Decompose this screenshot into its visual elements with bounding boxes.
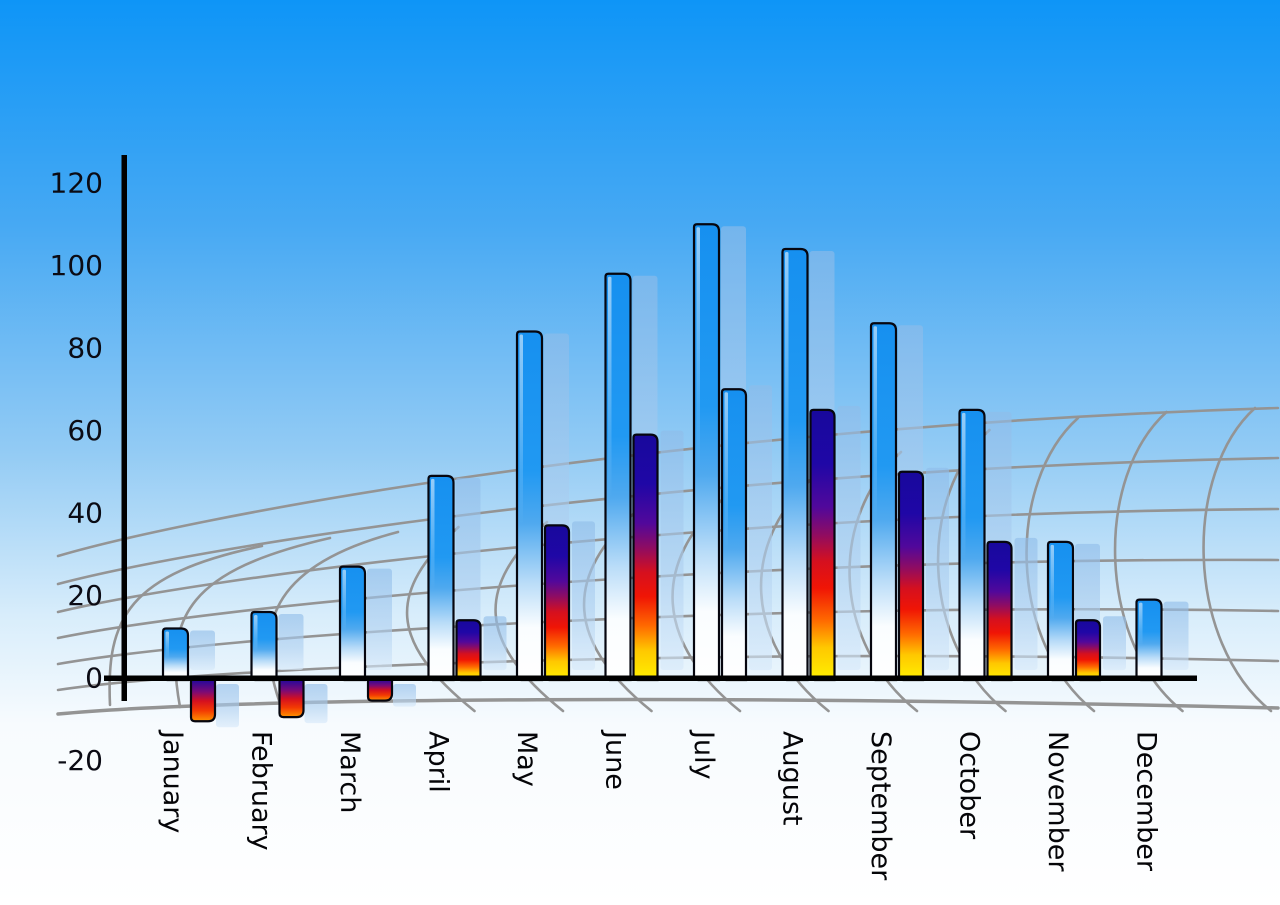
bar-january-secondary-shadow [216, 684, 239, 728]
bar-february-primary-shadow [278, 614, 304, 670]
bar-november-primary-highlight [1050, 544, 1054, 620]
x-label-april: April [423, 731, 454, 793]
bar-july-secondary-highlight [724, 392, 728, 552]
bar-february-secondary [278, 677, 305, 719]
bar-group-april [427, 474, 507, 682]
bar-july-secondary-shadow [749, 385, 772, 671]
bar-group-may [515, 330, 595, 682]
bar-april-secondary-shadow [483, 616, 507, 671]
bar-october-secondary-shadow [1014, 537, 1038, 670]
bar-january-secondary [189, 677, 217, 723]
bar-february-secondary-shadow [304, 684, 328, 724]
y-tick-0: 0 [85, 662, 103, 695]
y-axis-labels: 120 100 80 60 40 20 0 -20 [50, 167, 103, 778]
x-label-june: June [600, 729, 631, 790]
axes-layer [104, 155, 1197, 701]
bars-layer [161, 223, 1189, 728]
y-tick-120: 120 [50, 167, 103, 200]
y-axis-line [121, 155, 127, 701]
bar-group-july [692, 223, 772, 682]
bar-october-secondary [986, 540, 1013, 682]
bar-may-secondary-shadow [572, 521, 595, 670]
bar-january-primary-shadow [190, 630, 215, 670]
bar-august-primary-highlight [785, 252, 789, 488]
bar-january-primary-highlight [165, 631, 169, 659]
y-tick--20: -20 [57, 744, 103, 777]
y-tick-100: 100 [50, 249, 103, 282]
bar-march-secondary-shadow [393, 684, 416, 707]
bar-may-primary-highlight [519, 334, 523, 526]
bar-march-primary-highlight [342, 569, 346, 631]
y-tick-80: 80 [67, 332, 103, 365]
y-tick-40: 40 [67, 497, 103, 530]
bar-september-primary-highlight [873, 326, 877, 522]
x-label-january: January [157, 729, 188, 833]
bar-group-january [161, 627, 239, 728]
bar-group-august [781, 247, 861, 682]
bar-july-primary-highlight [696, 227, 700, 477]
bar-september-secondary [897, 470, 925, 682]
bar-august-secondary-shadow [837, 405, 861, 670]
bar-march-secondary [366, 677, 394, 702]
bar-group-september [869, 322, 949, 682]
x-label-october: October [954, 731, 985, 840]
bar-december-primary-shadow [1163, 601, 1189, 670]
x-label-february: February [246, 731, 277, 851]
bar-group-october [958, 408, 1038, 682]
bar-november-secondary [1074, 619, 1102, 682]
x-label-september: September [865, 731, 896, 881]
bar-march-primary-shadow [367, 568, 392, 670]
y-tick-60: 60 [67, 414, 103, 447]
bar-november-secondary-shadow [1103, 616, 1126, 671]
bar-august-secondary [809, 408, 836, 682]
x-axis-line [104, 675, 1197, 681]
bar-group-march [338, 565, 416, 707]
bar-may-secondary [543, 524, 571, 682]
x-label-august: August [777, 731, 808, 826]
bar-september-secondary-shadow [926, 467, 949, 671]
bar-december-primary-highlight [1139, 602, 1143, 646]
bar-group-june [604, 272, 684, 682]
bar-october-primary-highlight [962, 412, 966, 561]
bar-group-november [1046, 540, 1126, 682]
bar-april-primary-highlight [431, 478, 435, 591]
x-label-december: December [1131, 731, 1162, 872]
bar-june-secondary [632, 433, 659, 682]
x-axis-labels: January February March April May June July Augu… [157, 729, 1162, 881]
x-label-march: March [334, 731, 365, 813]
x-label-july: July [688, 729, 719, 780]
x-label-november: November [1042, 731, 1073, 872]
bar-june-secondary-shadow [660, 430, 684, 670]
bar-june-primary-highlight [608, 276, 612, 500]
bar-february-primary-highlight [254, 615, 258, 652]
bar-group-february [250, 610, 328, 724]
bar-group-december [1135, 598, 1189, 682]
x-label-may: May [511, 731, 542, 787]
bar-april-secondary [455, 619, 482, 682]
y-tick-20: 20 [67, 579, 103, 612]
